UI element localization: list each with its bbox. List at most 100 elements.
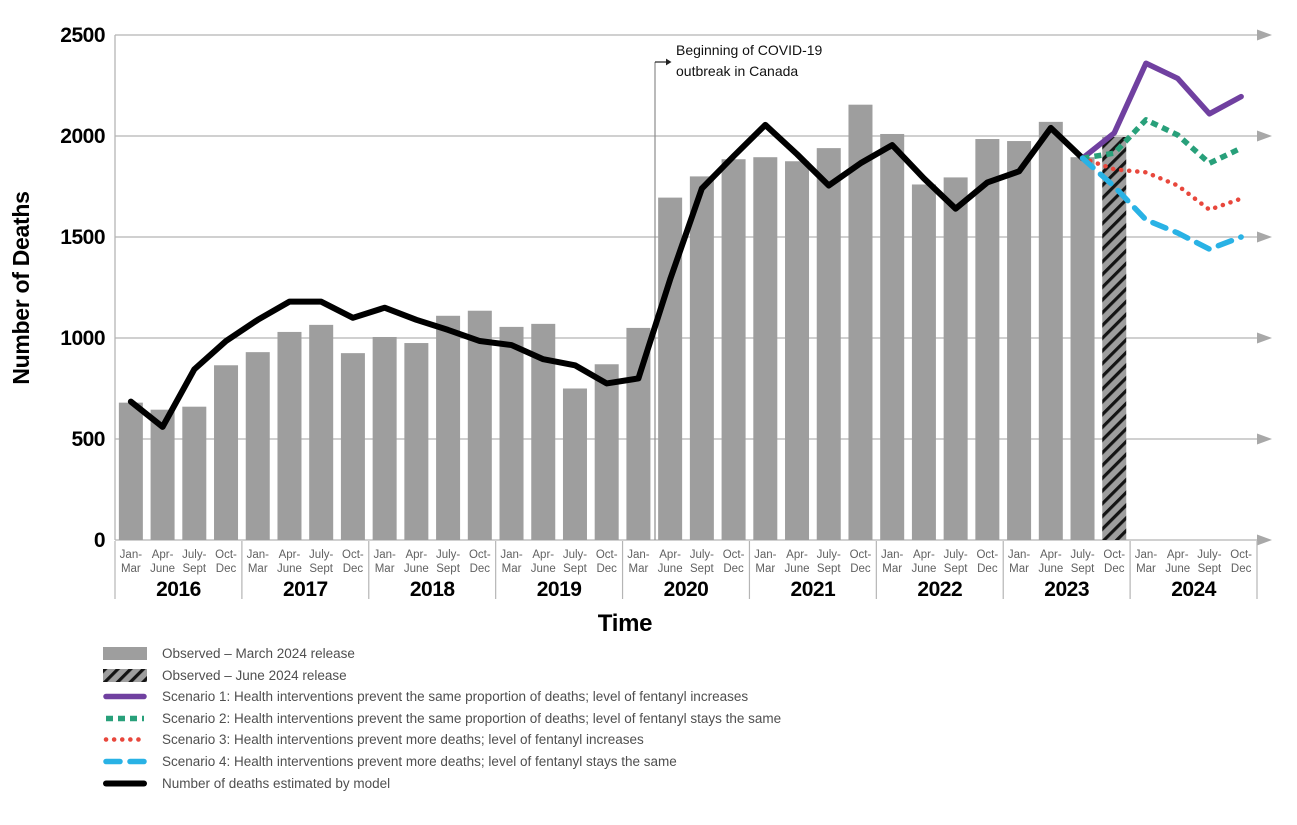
bar-observed-march [372, 336, 397, 540]
year-label: 2020 [664, 578, 709, 601]
legend-item-scenario-2: Scenario 2: Health interventions prevent… [103, 711, 781, 726]
y-tick-label: 2000 [60, 125, 105, 148]
y-axis-title: Number of Deaths [8, 191, 34, 385]
x-tick-quarter-label: July-Sept [690, 549, 715, 575]
y-tick-label: 0 [94, 529, 105, 552]
legend-label: Scenario 4: Health interventions prevent… [162, 753, 677, 769]
legend-item-scenario-1: Scenario 1: Health interventions prevent… [103, 689, 781, 704]
x-tick-quarter-label: Oct-Dec [1103, 549, 1125, 575]
x-tick-quarter-label: Oct-Dec [976, 549, 998, 575]
x-tick-quarter-label: Oct-Dec [723, 549, 745, 575]
legend-item-observed-june: Observed – June 2024 release [103, 667, 781, 683]
x-tick-quarter-label: July-Sept [943, 549, 968, 575]
x-tick-quarter-label: Apr-June [531, 549, 556, 575]
y-tick-label: 500 [71, 428, 105, 451]
x-tick-quarter-label: Apr-June [785, 549, 810, 575]
year-label: 2023 [1044, 578, 1089, 601]
scenario-line-1 [1079, 60, 1244, 161]
model-line-swatch [103, 777, 147, 790]
x-tick-quarter-label: Jan-Mar [1008, 549, 1031, 575]
bar-observed-march [816, 148, 841, 540]
bar-observed-march [1038, 121, 1063, 541]
bar-observed-march [499, 326, 524, 540]
gridline-arrow [1257, 534, 1272, 546]
chart-legend: Observed – March 2024 release Observed –… [103, 646, 781, 791]
bar-observed-march [562, 388, 587, 540]
x-tick-quarter-label: Jan-Mar [1135, 549, 1158, 575]
x-tick-quarter-label: Jan-Mar [627, 549, 650, 575]
year-label: 2016 [156, 578, 201, 601]
bar-observed-march [721, 159, 746, 541]
x-tick-quarter-label: Oct-Dec [850, 549, 872, 575]
x-tick-quarter-label: Apr-June [150, 549, 175, 575]
legend-item-scenario-3: Scenario 3: Health interventions prevent… [103, 732, 781, 748]
x-tick-quarter-label: July-Sept [182, 549, 207, 575]
gridline-arrow [1257, 130, 1272, 142]
x-tick-quarter-label: July-Sept [1197, 549, 1222, 575]
bar-observed-march [880, 133, 905, 541]
year-label: 2021 [791, 578, 837, 601]
x-tick-quarter-label: Apr-June [911, 549, 936, 575]
bar-observed-march [340, 353, 365, 540]
scenario-line-4 [1079, 155, 1244, 252]
bar-observed-march [436, 315, 461, 540]
scenario-3-line-swatch [103, 733, 147, 746]
legend-item-observed-march: Observed – March 2024 release [103, 646, 781, 661]
bar-observed-march [245, 352, 270, 540]
y-tick-label: 1000 [60, 327, 105, 350]
year-label: 2022 [917, 578, 962, 601]
covid-annotation-text: Beginning of COVID-19 outbreak in Canada [676, 42, 823, 79]
gridline-arrow [1257, 231, 1272, 243]
covid-annotation-arrow-icon [666, 58, 672, 66]
bar-observed-march [150, 409, 175, 540]
scenario-line-2 [1082, 117, 1243, 167]
x-tick-quarter-label: July-Sept [563, 549, 588, 575]
bar-observed-march [182, 406, 207, 540]
gridline-arrow [1257, 332, 1272, 344]
x-tick-quarter-label: Oct-Dec [1230, 549, 1252, 575]
legend-label: Observed – June 2024 release [162, 667, 347, 683]
bar-observed-march [848, 104, 873, 540]
model-line [127, 121, 1086, 430]
x-tick-quarter-label: Jan-Mar [500, 549, 523, 575]
y-tick-label: 1500 [60, 226, 105, 249]
scenario-line-3 [1080, 155, 1244, 212]
year-label: 2019 [537, 578, 582, 601]
x-tick-quarter-label: July-Sept [309, 549, 334, 575]
bar-observed-march [467, 310, 492, 540]
x-tick-quarter-label: Oct-Dec [342, 549, 364, 575]
gridline-arrow [1257, 433, 1272, 445]
y-tick-label: 2500 [60, 24, 105, 47]
x-tick-quarter-label: Jan-Mar [120, 549, 143, 575]
x-tick-quarter-label: Jan-Mar [881, 549, 904, 575]
bar-observed-march [404, 343, 429, 540]
x-tick-quarter-label: July-Sept [1070, 549, 1095, 575]
plot-svg: 0 500 1000 1500 2000 2500 Jan-Mar Apr-June July-… [60, 24, 1272, 601]
bar-observed-march [943, 177, 968, 540]
x-tick-quarter-label: Oct-Dec [596, 549, 618, 575]
bar-observed-march [911, 184, 936, 541]
scenario-2-line-swatch [103, 712, 147, 725]
scenario-1-line-swatch [103, 690, 147, 703]
x-tick-quarter-label: Apr-June [658, 549, 683, 575]
legend-label: Scenario 3: Health interventions prevent… [162, 732, 644, 748]
x-axis-title: Time [597, 610, 653, 637]
legend-item-scenario-4: Scenario 4: Health interventions prevent… [103, 753, 781, 769]
bar-observed-march [594, 364, 619, 540]
year-label: 2018 [410, 578, 456, 601]
bar-observed-march [753, 157, 778, 540]
scenario-4-line-swatch [103, 755, 147, 768]
legend-label: Observed – March 2024 release [162, 646, 355, 661]
bar-observed-march [277, 331, 302, 540]
x-tick-quarter-label: Jan-Mar [373, 549, 396, 575]
observed-march-swatch [103, 647, 147, 660]
bar-observed-june [1102, 137, 1127, 540]
bar-observed-march [975, 139, 1000, 540]
x-tick-quarter-label: Apr-June [404, 549, 429, 575]
x-tick-quarter-label: July-Sept [436, 549, 461, 575]
x-tick-quarter-label: Apr-June [1165, 549, 1190, 575]
bar-observed-march [214, 365, 239, 540]
x-tick-quarter-label: July-Sept [817, 549, 842, 575]
legend-label: Number of deaths estimated by model [162, 775, 391, 791]
